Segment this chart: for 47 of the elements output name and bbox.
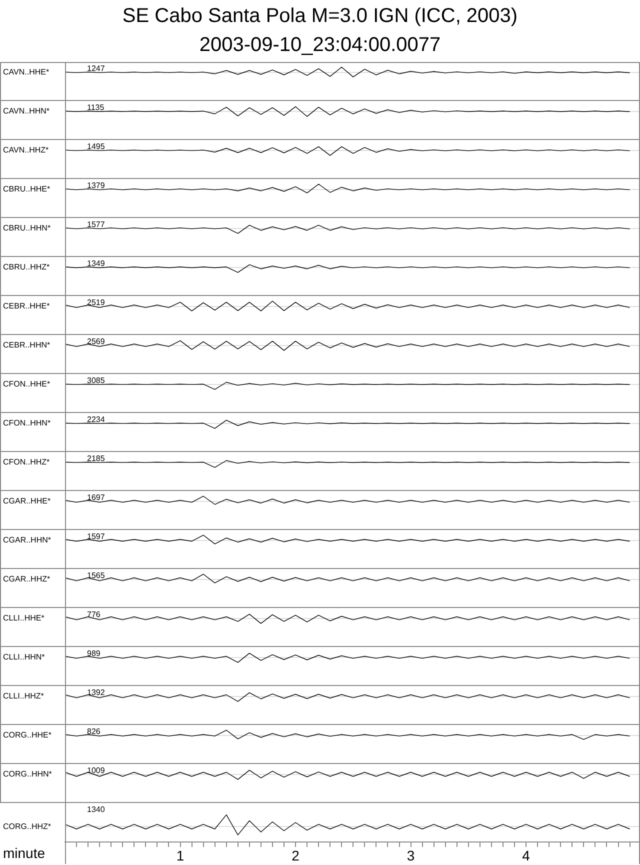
text: 1340 [87, 805, 106, 814]
annotation: 1392 [87, 688, 106, 698]
x-tick-label: 2 [292, 847, 300, 864]
chart-subtitle: 2003-09-10_23:04:00.0077 [198, 33, 442, 58]
annotation: 1135 [87, 103, 105, 112]
y-axis-title: CFON..HHZ* [3, 458, 50, 467]
annotation: 1697 [87, 493, 106, 502]
y-axis-title: CORG..HHZ* [3, 822, 51, 831]
annotation: 1009 [87, 766, 106, 776]
x-tick-label: 3 [406, 847, 415, 864]
annotation: 1565 [87, 571, 106, 580]
annotation: 826 [87, 727, 101, 736]
annotation: 2569 [87, 337, 106, 346]
annotation: 1247 [87, 64, 106, 74]
y-axis-title: CORG..HHN* [3, 770, 52, 779]
annotation: 3085 [87, 376, 106, 386]
x-tick-label: 1 [176, 847, 184, 864]
y-axis-title: CFON..HHN* [3, 418, 51, 428]
annotation: 2519 [87, 298, 106, 308]
y-axis-title: CFON..HHE* [3, 380, 50, 389]
annotation: 1577 [87, 220, 106, 230]
chart-title: SE Cabo Santa Pola M=3.0 IGN (ICC, 2003) [121, 4, 519, 29]
y-axis-title: CAVN..HHE* [3, 68, 50, 77]
y-axis-title: CBRU..HHZ* [3, 262, 50, 272]
y-axis-title: CGAR..HHN* [3, 536, 52, 545]
y-axis-title: CBRU..HHN* [3, 224, 51, 233]
y-axis-title: CEBR..HHN* [3, 340, 50, 350]
y-axis-title: CLLI..HHE* [3, 614, 44, 623]
y-axis-title: CORG..HHE* [3, 730, 52, 740]
annotation: 1349 [87, 259, 106, 268]
y-axis-title: CLLI..HHZ* [3, 692, 44, 701]
x-tick-label: 4 [522, 847, 530, 864]
y-axis-title: CEBR..HHE* [3, 302, 50, 311]
y-axis-title: CGAR..HHE* [3, 496, 51, 506]
x-axis-title: minute [3, 844, 46, 861]
y-axis-title: CLLI..HHN* [3, 652, 45, 662]
y-axis-title: CBRU..HHE* [3, 184, 50, 194]
y-axis-title: CAVN..HHN* [3, 106, 50, 116]
annotation: 2234 [87, 415, 106, 424]
annotation: 1597 [87, 532, 106, 542]
annotation: 1379 [87, 181, 106, 190]
annotation: 776 [87, 610, 101, 620]
y-axis-title: CGAR..HHZ* [3, 574, 50, 584]
annotation: 1495 [87, 142, 106, 152]
y-axis-title: CAVN..HHZ* [3, 146, 49, 155]
annotation: 2185 [87, 454, 106, 464]
annotation: 989 [87, 649, 101, 658]
